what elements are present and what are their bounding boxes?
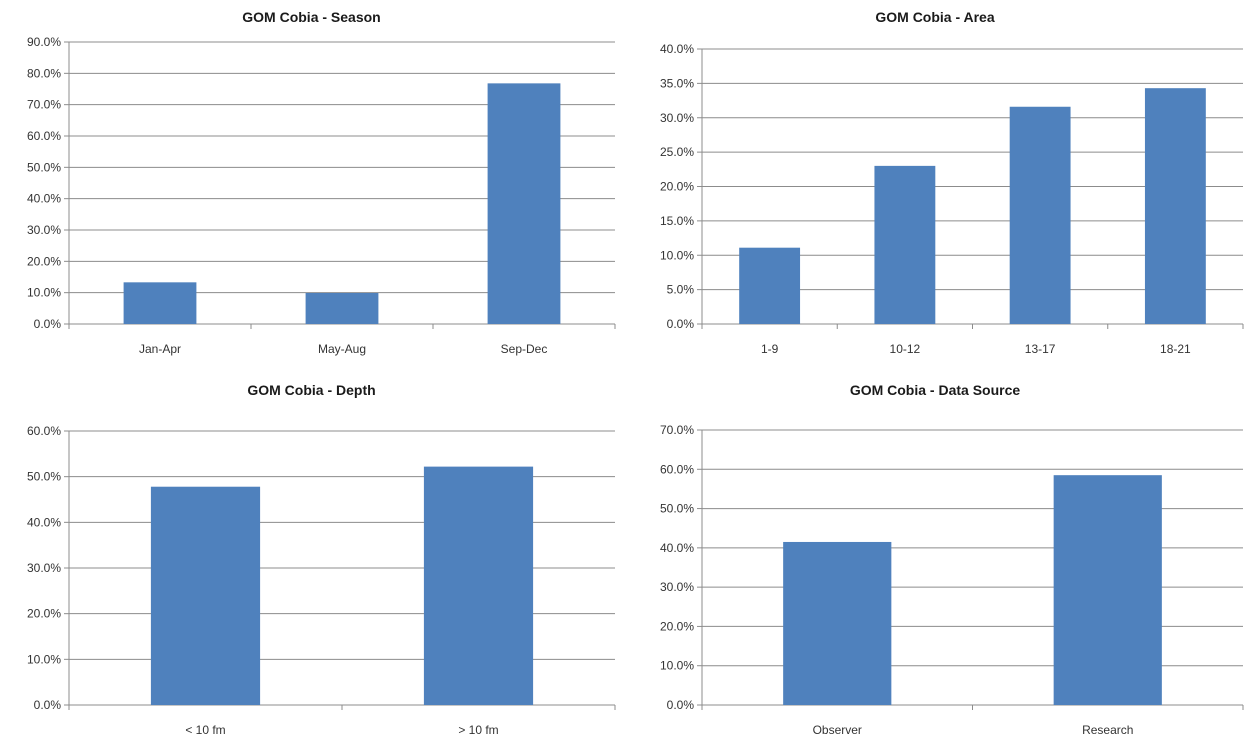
y-tick-label: 60.0%: [27, 129, 61, 143]
bar-13-17: [1009, 106, 1071, 324]
bar-may-aug: [305, 292, 379, 324]
chart-title: GOM Cobia - Data Source: [850, 382, 1021, 398]
y-tick-label: 20.0%: [660, 619, 694, 633]
y-tick-label: 30.0%: [27, 223, 61, 237]
y-tick-label: 40.0%: [27, 515, 61, 529]
depth-chart-svg: GOM Cobia - Depth 0.0% 10.0% 20.0% 30.0% 40.0…: [27, 382, 616, 737]
y-tick-label: 50.0%: [27, 160, 61, 174]
x-category-label: Sep-Dec: [501, 342, 548, 356]
x-category-label: 10-12: [890, 342, 921, 356]
y-tick-label: 20.0%: [27, 254, 61, 268]
y-tick-label: 60.0%: [27, 424, 61, 438]
chart-depth: GOM Cobia - Depth 0.0% 10.0% 20.0% 30.0% 40.0…: [0, 369, 623, 738]
bar-sep-dec: [487, 83, 561, 324]
area-chart-svg: GOM Cobia - Area 0.0% 5.0% 10.0% 15.0% 20.0% 2…: [660, 9, 1244, 356]
x-category-label: Observer: [813, 723, 862, 737]
bar-observer: [783, 541, 892, 705]
chart-title: GOM Cobia - Season: [242, 9, 380, 25]
bar-research: [1053, 475, 1162, 705]
chart-title: GOM Cobia - Depth: [247, 382, 375, 398]
y-tick-label: 70.0%: [27, 98, 61, 112]
chart-area: GOM Cobia - Area 0.0% 5.0% 10.0% 15.0% 20.0% 2…: [623, 0, 1247, 369]
bar-18-21: [1144, 88, 1206, 324]
y-tick-label: 0.0%: [34, 317, 62, 331]
bar-1-9: [739, 247, 801, 324]
source-chart-svg: GOM Cobia - Data Source 0.0% 10.0% 20.0% 30.…: [660, 382, 1244, 737]
y-tick-label: 60.0%: [660, 462, 694, 476]
x-category-label: < 10 fm: [185, 723, 225, 737]
y-tick-label: 30.0%: [660, 111, 694, 125]
y-tick-label: 10.0%: [660, 659, 694, 673]
x-category-label: > 10 fm: [458, 723, 498, 737]
season-chart-svg: GOM Cobia - Season 0.0% 10.0% 20.0% 30.0% 40.…: [27, 9, 616, 356]
y-tick-label: 20.0%: [660, 180, 694, 194]
y-tick-label: 80.0%: [27, 66, 61, 80]
chart-season: GOM Cobia - Season 0.0% 10.0% 20.0% 30.0% 40.…: [0, 0, 623, 369]
y-tick-label: 20.0%: [27, 607, 61, 621]
y-tick-label: 15.0%: [660, 214, 694, 228]
y-tick-label: 40.0%: [660, 541, 694, 555]
bar-10-fm: [423, 466, 534, 705]
y-tick-label: 5.0%: [667, 283, 695, 297]
bar-jan-apr: [123, 282, 197, 324]
y-tick-label: 25.0%: [660, 145, 694, 159]
y-tick-label: 35.0%: [660, 76, 694, 90]
y-tick-label: 70.0%: [660, 423, 694, 437]
y-tick-label: 40.0%: [660, 42, 694, 56]
y-tick-label: 30.0%: [27, 561, 61, 575]
y-tick-label: 30.0%: [660, 580, 694, 594]
y-tick-label: 0.0%: [667, 317, 695, 331]
x-category-label: May-Aug: [318, 342, 366, 356]
y-tick-label: 10.0%: [27, 652, 61, 666]
x-category-label: 13-17: [1025, 342, 1056, 356]
x-category-label: 18-21: [1160, 342, 1191, 356]
y-tick-label: 50.0%: [660, 502, 694, 516]
x-category-label: Research: [1082, 723, 1133, 737]
chart-title: GOM Cobia - Area: [875, 9, 994, 25]
bar-10-12: [874, 165, 936, 324]
y-tick-label: 10.0%: [27, 286, 61, 300]
y-tick-label: 10.0%: [660, 248, 694, 262]
y-tick-label: 0.0%: [34, 698, 62, 712]
chart-source: GOM Cobia - Data Source 0.0% 10.0% 20.0% 30.…: [623, 369, 1247, 738]
y-tick-label: 40.0%: [27, 192, 61, 206]
x-category-label: Jan-Apr: [139, 342, 181, 356]
x-category-label: 1-9: [761, 342, 779, 356]
y-tick-label: 0.0%: [667, 698, 695, 712]
bar-10-fm: [150, 486, 261, 705]
y-tick-label: 50.0%: [27, 470, 61, 484]
y-tick-label: 90.0%: [27, 35, 61, 49]
